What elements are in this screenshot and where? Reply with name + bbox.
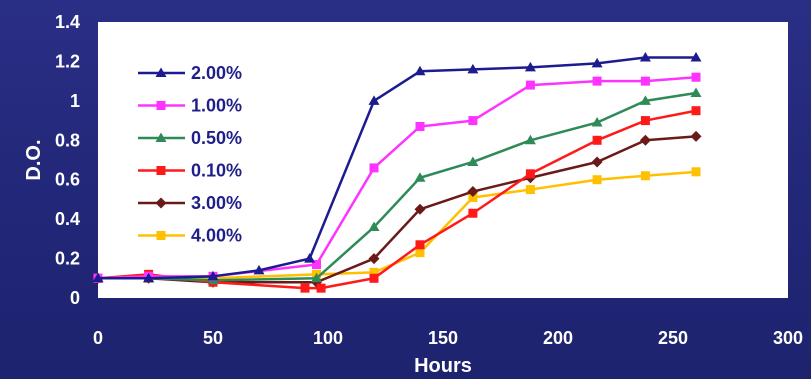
data-point [415,240,425,250]
data-point [207,270,219,281]
series-line [98,56,696,280]
series-layer [92,51,702,293]
data-point [524,61,536,72]
legend-marker [155,197,167,209]
data-point [467,156,479,166]
legend-label: 4.00% [191,226,242,246]
data-point [415,121,425,131]
data-point [300,283,310,293]
x-tick-label: 100 [313,328,343,348]
x-tick-label: 0 [93,328,103,348]
data-point [592,76,602,86]
x-tick-labels: 0 50 100 150 200 250 300 [93,328,803,348]
data-point [316,283,326,293]
data-point [691,72,701,82]
legend-label: 2.00% [191,63,242,83]
data-point [369,163,379,173]
data-point [414,65,426,76]
x-axis-label: Hours [414,355,472,377]
data-point [524,134,536,145]
data-point [468,116,478,126]
data-point [467,63,479,74]
data-point [591,117,603,127]
x-tick-label: 50 [203,328,223,348]
y-tick-label: 1.4 [55,12,80,32]
x-tick-label: 150 [428,328,458,348]
legend-label: 1.00% [191,96,242,116]
data-point [640,116,650,126]
y-tick-label: 0.6 [55,170,80,190]
data-point [592,135,602,145]
data-point [639,51,651,62]
data-point [414,203,426,215]
data-point [368,95,380,105]
data-point [691,106,701,116]
data-point [467,186,479,198]
legend-label: 3.00% [191,193,242,213]
data-point [640,171,650,181]
data-point [369,273,379,283]
data-point [312,259,321,269]
y-tick-label: 0.8 [55,130,80,150]
data-point [525,169,535,179]
legend: 2.00% 1.00% 0.50% 0.10% 3.00% 4.00% [138,63,242,246]
data-point [525,80,535,90]
data-point [591,57,603,68]
data-point [311,272,322,283]
data-point [640,76,650,86]
data-point [690,130,702,142]
data-point [639,134,651,146]
data-point [415,248,425,258]
data-point [690,87,702,97]
data-point [369,267,379,277]
x-tick-label: 250 [658,328,688,348]
y-axis-label: D.O. [23,139,45,180]
y-tick-label: 0 [70,288,80,308]
data-point [304,253,316,263]
data-point [368,221,380,232]
data-point [92,272,104,283]
y-tick-label: 0.4 [55,209,80,229]
data-point [368,253,380,265]
data-point [591,156,603,168]
y-tick-label: 1 [70,91,80,111]
data-point [690,51,702,62]
plot-area [98,22,788,298]
legend-marker [156,166,166,175]
data-point [468,208,478,218]
y-tick-label: 0.2 [55,249,80,269]
data-point [639,95,651,105]
data-point [143,272,155,283]
y-tick-labels: 0 0.2 0.4 0.6 0.8 1 1.2 1.4 [55,12,80,308]
data-point [414,172,426,182]
data-point [468,192,478,202]
legend-marker [155,132,167,142]
x-tick-label: 200 [543,328,573,348]
data-point [525,185,535,195]
legend-label: 0.10% [191,161,242,181]
legend-marker [156,231,166,240]
x-tick-label: 300 [773,328,803,348]
data-point [253,264,265,275]
data-point [691,167,701,177]
legend-label: 0.50% [191,128,242,148]
legend-marker [156,101,166,110]
y-tick-label: 1.2 [55,51,80,71]
data-point [592,175,602,185]
legend-marker [155,67,167,77]
